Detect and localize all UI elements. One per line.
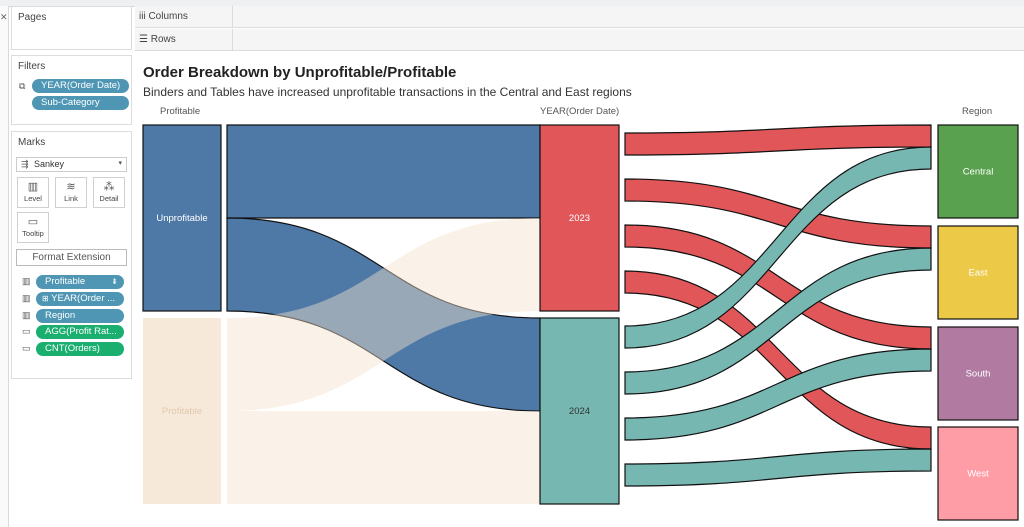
sheet-subtitle: Binders and Tables have increased unprof… (143, 85, 632, 99)
left-collapse-strip[interactable]: ✕ (0, 6, 9, 527)
worksheet-canvas (135, 52, 1024, 527)
columns-icon: iii (139, 11, 146, 22)
header-region: Region (962, 106, 993, 117)
field-count-orders-pill[interactable]: CNT(Orders) (36, 342, 124, 356)
marks-title: Marks (18, 137, 46, 148)
filter-year-pill[interactable]: YEAR(Order Date) (32, 79, 129, 93)
expand-icon: ⊞ (42, 294, 49, 303)
field-profitable-pill[interactable]: Profitable ⇟ (36, 275, 124, 289)
link-icon: ≋ (66, 181, 76, 193)
pages-panel: Pages (11, 6, 132, 50)
link-button[interactable]: ≋ Link (55, 177, 87, 208)
pages-title: Pages (18, 12, 47, 23)
chevron-down-icon: ▾ (118, 160, 122, 167)
detail-button[interactable]: ⁂ Detail (93, 177, 125, 208)
header-profitable: Profitable (160, 106, 201, 117)
sort-icon: ⇟ (111, 277, 118, 286)
marks-panel: Marks ⇶ Sankey ▾ ▥ Level ≋ Link ⁂ Detail… (11, 131, 132, 379)
format-extension-button[interactable]: Format Extension (16, 249, 127, 266)
mark-type-dropdown[interactable]: ⇶ Sankey ▾ (16, 157, 127, 172)
filters-panel: Filters ⧉ YEAR(Order Date) Sub-Category (11, 55, 132, 125)
level-icon: ▥ (22, 310, 31, 320)
columns-shelf-label: iii Columns (139, 11, 188, 22)
shelf-divider (232, 29, 233, 51)
sheet-title: Order Breakdown by Unprofitable/Profitab… (143, 64, 457, 81)
collapse-icon[interactable]: ✕ (0, 12, 8, 22)
level-icon: ▥ (27, 181, 39, 193)
field-year-pill[interactable]: ⊞ YEAR(Order ... (36, 292, 124, 306)
level-icon: ▥ (22, 293, 31, 303)
level-button[interactable]: ▥ Level (17, 177, 49, 208)
tooltip-icon: ▭ (27, 216, 39, 228)
filters-title: Filters (18, 61, 46, 72)
tooltip-button[interactable]: ▭ Tooltip (17, 212, 49, 243)
field-region-pill[interactable]: Region (36, 309, 124, 323)
rows-shelf-label: ☰ Rows (139, 34, 176, 45)
tooltip-icon: ▭ (22, 343, 31, 353)
field-profit-ratio-pill[interactable]: AGG(Profit Rat... (36, 325, 124, 339)
filter-subcategory-pill[interactable]: Sub-Category (32, 96, 129, 110)
columns-shelf[interactable]: iii Columns (135, 6, 1024, 28)
rows-shelf[interactable]: ☰ Rows (135, 29, 1024, 51)
header-year: YEAR(Order Date) (540, 106, 620, 117)
tooltip-icon: ▭ (22, 326, 31, 336)
sankey-icon: ⇶ (21, 159, 29, 169)
mark-type-label: Sankey (34, 159, 65, 169)
rows-icon: ☰ (139, 34, 148, 45)
shelf-divider (232, 6, 233, 28)
level-icon: ▥ (22, 276, 31, 286)
detail-icon: ⁂ (103, 181, 115, 193)
filter-date-icon: ⧉ (19, 81, 26, 91)
